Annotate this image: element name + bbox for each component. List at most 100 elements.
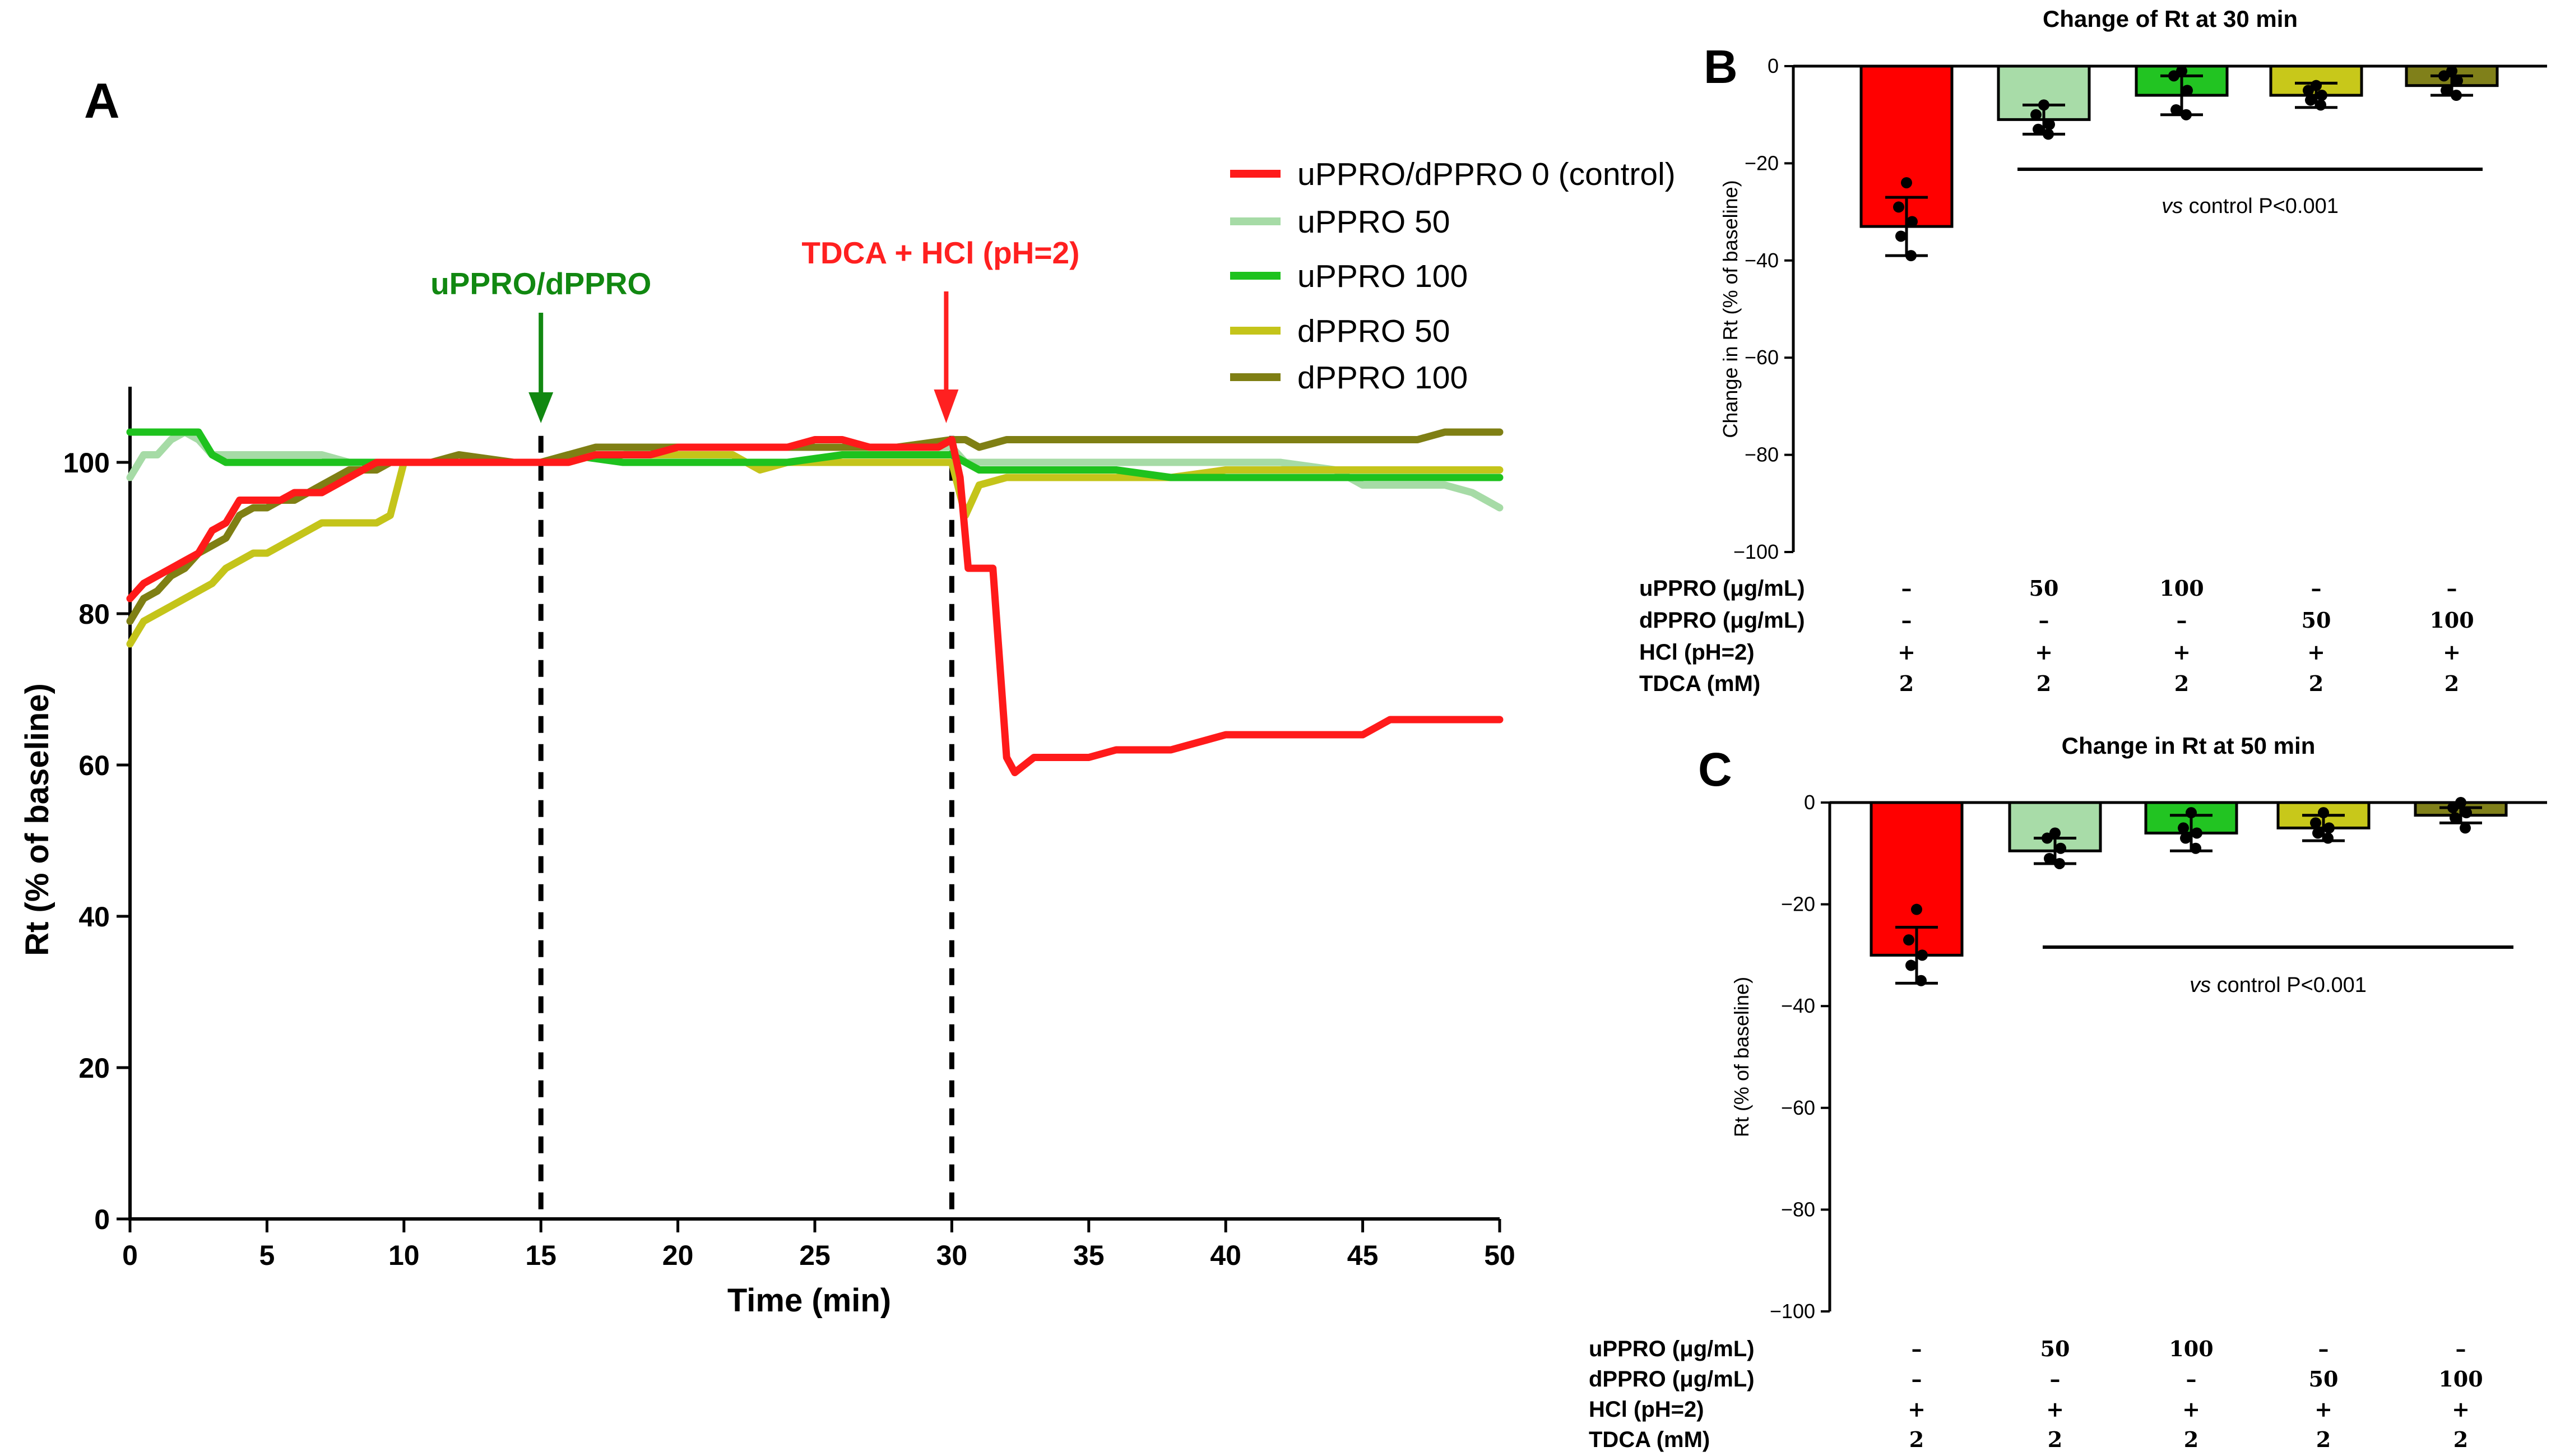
condition-row-label: uPPRO (μg/mL)	[1589, 1337, 1755, 1361]
condition-row-label: TDCA (mM)	[1589, 1427, 1710, 1452]
legend-label: uPPRO 100	[1297, 258, 1468, 294]
y-tick-label: −20	[1745, 151, 1779, 174]
data-point	[2191, 827, 2202, 839]
data-point	[2310, 817, 2321, 829]
y-tick-label: 60	[78, 750, 110, 781]
significance-prefix: vs	[2162, 194, 2189, 218]
series-line-2	[126, 428, 1504, 481]
condition-cell: –	[2456, 1336, 2466, 1361]
condition-cell: 2	[2316, 1427, 2331, 1452]
data-point	[2322, 832, 2334, 844]
data-point	[2316, 90, 2327, 101]
condition-cell: +	[2046, 1397, 2064, 1422]
data-point	[2044, 119, 2055, 131]
data-point	[2181, 109, 2192, 120]
data-point	[2033, 123, 2044, 135]
data-point	[2178, 822, 2189, 834]
y-tick-label: 80	[78, 599, 110, 630]
y-tick-label: 20	[78, 1052, 110, 1084]
data-point	[2186, 807, 2197, 819]
condition-cell: +	[2443, 639, 2461, 665]
significance-suffix: control P<0.001	[2217, 973, 2367, 997]
x-tick-label: 40	[1210, 1240, 1241, 1271]
condition-row-label: uPPRO (μg/mL)	[1639, 576, 1805, 601]
condition-row-label: HCl (pH=2)	[1589, 1397, 1704, 1422]
data-point	[2447, 802, 2459, 814]
condition-cell: +	[2314, 1397, 2332, 1422]
panel-letter-b: B	[1704, 40, 1738, 93]
condition-cell: 100	[2429, 608, 2474, 633]
condition-cell: 2	[2445, 671, 2459, 696]
condition-cell: 100	[2159, 576, 2204, 601]
condition-cell: –	[2186, 1366, 2197, 1392]
x-tick-label: 5	[259, 1240, 275, 1271]
y-tick-label: −100	[1733, 540, 1779, 563]
y-tick-label: −20	[1781, 893, 1815, 916]
condition-cell: 50	[2040, 1336, 2070, 1361]
series-line-1	[126, 428, 1504, 512]
condition-row-label: TDCA (mM)	[1639, 671, 1760, 696]
condition-row-label: dPPRO (μg/mL)	[1639, 608, 1805, 633]
condition-cell: –	[1901, 576, 1912, 601]
data-point	[2438, 70, 2450, 82]
condition-cell: –	[2447, 576, 2457, 601]
y-tick-label: 40	[78, 901, 110, 933]
data-point	[2170, 104, 2182, 116]
significance-text: vs control P<0.001	[2162, 194, 2339, 218]
condition-cell: +	[2452, 1397, 2470, 1422]
y-tick-label: −80	[1781, 1198, 1815, 1221]
significance-prefix: vs	[2190, 973, 2217, 997]
data-point	[2168, 70, 2179, 82]
condition-row-label: HCl (pH=2)	[1639, 640, 1755, 665]
condition-cell: –	[1912, 1336, 1922, 1361]
data-point	[2043, 128, 2054, 140]
x-tick-label: 20	[662, 1240, 694, 1271]
condition-cell: –	[2050, 1366, 2061, 1392]
condition-cell: +	[2182, 1397, 2200, 1422]
y-tick-label: −100	[1770, 1300, 1815, 1323]
x-tick-label: 30	[936, 1240, 968, 1271]
data-point	[1905, 959, 1917, 971]
y-tick-label: −80	[1745, 443, 1779, 466]
condition-cell: –	[1912, 1366, 1922, 1392]
y-axis-title: Rt (% of baseline)	[1730, 977, 1753, 1137]
bar-chart-title: Change of Rt at 30 min	[2043, 6, 2298, 32]
condition-cell: 100	[2169, 1336, 2213, 1361]
panel-b-bar-chart: B Change of Rt at 30 min 0 −20 −40 −60 −80 −100…	[1639, 6, 2547, 696]
y-axis-title: Change in Rt (% of baseline)	[1719, 180, 1742, 438]
condition-cell: –	[2177, 608, 2187, 633]
y-tick-label: −60	[1781, 1096, 1815, 1119]
data-point	[2190, 842, 2201, 854]
condition-cell: 2	[1899, 671, 1914, 696]
x-tick-label: 50	[1484, 1240, 1515, 1271]
condition-cell: 50	[2309, 1366, 2339, 1392]
data-point	[2038, 99, 2049, 111]
data-point	[1911, 903, 1922, 915]
condition-cell: 2	[2037, 671, 2051, 696]
data-point	[2460, 822, 2471, 834]
x-tick-label: 45	[1347, 1240, 1379, 1271]
condition-cell: –	[2311, 576, 2322, 601]
data-point	[2180, 832, 2191, 844]
data-point	[2182, 85, 2193, 96]
legend-label: uPPRO 50	[1297, 204, 1450, 240]
x-tick-label: 0	[122, 1240, 138, 1271]
condition-cell: –	[1901, 608, 1912, 633]
condition-cell: 50	[2302, 608, 2331, 633]
annotation-tdca-hcl-label: TDCA + HCl (pH=2)	[801, 235, 1079, 270]
data-point	[2312, 827, 2323, 839]
data-point	[1901, 177, 1912, 189]
condition-cell: 2	[2309, 671, 2323, 696]
data-point	[2451, 90, 2462, 101]
data-point	[2441, 85, 2452, 96]
condition-cell: +	[2307, 639, 2325, 665]
condition-cell: +	[1908, 1397, 1926, 1422]
data-point	[2055, 842, 2066, 854]
data-point	[1915, 975, 1927, 986]
x-tick-label: 10	[388, 1240, 420, 1271]
data-point	[2030, 109, 2042, 120]
y-axis-title: Rt (% of baseline)	[19, 683, 55, 956]
condition-cell: 2	[2048, 1427, 2062, 1452]
panel-letter-c: C	[1698, 743, 1732, 796]
